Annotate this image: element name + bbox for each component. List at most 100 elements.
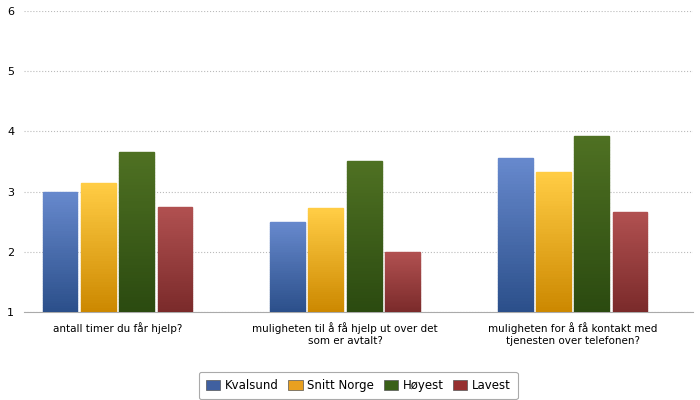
Bar [119, 258, 154, 261]
Bar [385, 270, 420, 271]
Bar [309, 217, 343, 219]
Bar [385, 253, 420, 254]
Bar [81, 224, 116, 226]
Bar [498, 281, 533, 284]
Bar [119, 232, 154, 236]
Bar [346, 309, 382, 312]
Bar [498, 189, 533, 192]
Bar [119, 194, 154, 197]
Bar [270, 310, 305, 312]
Bar [536, 214, 570, 217]
Bar [612, 302, 648, 304]
Bar [119, 152, 154, 156]
Bar [498, 294, 533, 297]
Bar [574, 140, 609, 143]
Bar [346, 210, 382, 213]
Bar [612, 218, 648, 220]
Bar [119, 302, 154, 306]
Bar [498, 223, 533, 226]
Bar [385, 257, 420, 258]
Bar [81, 185, 116, 188]
Bar [536, 194, 570, 197]
Bar [309, 210, 343, 212]
Bar [158, 310, 192, 312]
Bar [612, 270, 648, 272]
Bar [309, 275, 343, 277]
Bar [536, 200, 570, 202]
Legend: Kvalsund, Snitt Norge, Høyest, Lavest: Kvalsund, Snitt Norge, Høyest, Lavest [199, 372, 518, 399]
Bar [536, 225, 570, 228]
Bar [43, 204, 78, 206]
Bar [43, 211, 78, 213]
Bar [574, 284, 609, 287]
Bar [385, 265, 420, 266]
Bar [346, 228, 382, 231]
Bar [385, 310, 420, 311]
Bar [536, 183, 570, 186]
Bar [81, 198, 116, 201]
Bar [574, 259, 609, 263]
Bar [43, 237, 78, 240]
Bar [498, 260, 533, 263]
Bar [43, 262, 78, 264]
Bar [158, 244, 192, 247]
Bar [270, 278, 305, 280]
Bar [43, 254, 78, 257]
Bar [158, 240, 192, 242]
Bar [574, 245, 609, 249]
Bar [385, 299, 420, 300]
Bar [346, 303, 382, 306]
Bar [385, 274, 420, 275]
Bar [81, 304, 116, 307]
Bar [536, 292, 570, 295]
Bar [385, 268, 420, 269]
Bar [158, 289, 192, 291]
Bar [81, 299, 116, 302]
Bar [270, 224, 305, 225]
Bar [612, 220, 648, 222]
Bar [270, 245, 305, 247]
Bar [119, 283, 154, 286]
Bar [385, 269, 420, 270]
Bar [309, 270, 343, 273]
Bar [43, 305, 78, 307]
Bar [536, 222, 570, 225]
Bar [346, 282, 382, 285]
Bar [270, 242, 305, 243]
Bar [119, 306, 154, 309]
Bar [498, 183, 533, 186]
Bar [346, 176, 382, 180]
Bar [309, 300, 343, 302]
Bar [385, 254, 420, 256]
Bar [270, 232, 305, 234]
Bar [385, 295, 420, 296]
Bar [574, 168, 609, 171]
Bar [270, 285, 305, 287]
Bar [309, 223, 343, 225]
Bar [81, 221, 116, 224]
Bar [612, 306, 648, 308]
Bar [612, 258, 648, 260]
Bar [612, 268, 648, 270]
Bar [612, 292, 648, 294]
Bar [498, 272, 533, 275]
Bar [81, 247, 116, 250]
Bar [309, 244, 343, 246]
Bar [536, 186, 570, 188]
Bar [385, 286, 420, 287]
Bar [346, 182, 382, 186]
Bar [536, 262, 570, 264]
Bar [612, 222, 648, 224]
Bar [158, 291, 192, 293]
Bar [346, 204, 382, 207]
Bar [385, 263, 420, 264]
Bar [346, 300, 382, 303]
Bar [43, 213, 78, 216]
Bar [612, 296, 648, 298]
Bar [158, 211, 192, 213]
Bar [346, 219, 382, 222]
Bar [385, 304, 420, 305]
Bar [119, 254, 154, 258]
Bar [158, 308, 192, 310]
Bar [574, 242, 609, 245]
